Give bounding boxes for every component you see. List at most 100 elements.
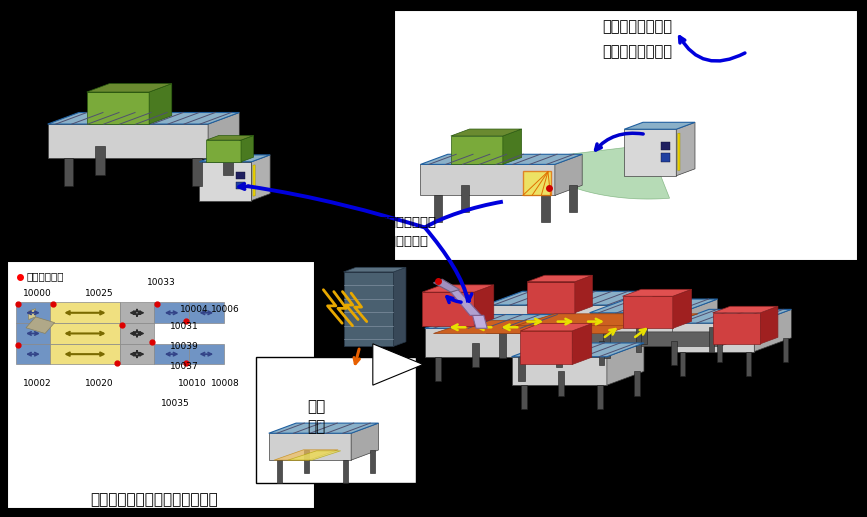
Polygon shape	[425, 314, 566, 328]
Bar	[120, 344, 154, 364]
Bar	[154, 344, 189, 364]
Polygon shape	[343, 272, 394, 346]
Polygon shape	[529, 314, 566, 357]
Bar	[189, 344, 224, 364]
Polygon shape	[420, 164, 555, 195]
Polygon shape	[199, 162, 251, 201]
Polygon shape	[575, 275, 592, 313]
Polygon shape	[635, 371, 640, 396]
Polygon shape	[236, 182, 245, 189]
Polygon shape	[236, 172, 245, 179]
Polygon shape	[503, 129, 522, 164]
Polygon shape	[63, 158, 74, 186]
Polygon shape	[521, 385, 527, 409]
Text: 相互: 相互	[307, 399, 326, 415]
Polygon shape	[253, 165, 255, 196]
Polygon shape	[343, 267, 406, 272]
Polygon shape	[149, 84, 172, 124]
Bar	[50, 302, 120, 323]
Polygon shape	[598, 341, 604, 366]
Polygon shape	[590, 313, 681, 341]
Polygon shape	[277, 460, 282, 483]
Polygon shape	[527, 275, 592, 282]
Polygon shape	[434, 279, 460, 292]
Polygon shape	[713, 306, 778, 313]
Text: 10020: 10020	[85, 379, 114, 388]
Text: 10006: 10006	[211, 305, 239, 314]
Text: 停止位置決定: 停止位置決定	[380, 235, 428, 248]
Text: 設置誤差が生じた: 設置誤差が生じた	[603, 19, 672, 35]
Polygon shape	[672, 309, 792, 323]
Polygon shape	[199, 155, 271, 162]
Polygon shape	[422, 285, 493, 292]
Polygon shape	[208, 113, 239, 158]
Polygon shape	[661, 154, 670, 162]
Text: 10008: 10008	[211, 379, 239, 388]
Polygon shape	[572, 324, 591, 364]
Polygon shape	[394, 267, 406, 346]
Polygon shape	[87, 84, 172, 92]
Polygon shape	[673, 290, 692, 328]
Polygon shape	[269, 433, 351, 460]
Polygon shape	[717, 338, 722, 362]
Polygon shape	[523, 171, 551, 195]
Polygon shape	[640, 320, 648, 344]
Polygon shape	[451, 129, 522, 136]
Polygon shape	[420, 154, 583, 164]
Polygon shape	[425, 328, 529, 357]
Polygon shape	[251, 155, 271, 201]
Polygon shape	[422, 292, 474, 326]
Bar	[394, 10, 858, 261]
Text: 搬送ライン・モデルの自動構築: 搬送ライン・モデルの自動構築	[90, 492, 218, 508]
Polygon shape	[192, 158, 202, 186]
Polygon shape	[512, 343, 644, 357]
Polygon shape	[304, 450, 310, 473]
Bar	[50, 323, 120, 344]
Polygon shape	[206, 140, 241, 162]
Polygon shape	[678, 133, 680, 171]
Polygon shape	[288, 451, 341, 460]
Text: 物流ラインの発見: 物流ラインの発見	[603, 44, 672, 59]
Polygon shape	[373, 344, 423, 385]
Bar	[7, 261, 315, 509]
Polygon shape	[616, 291, 653, 333]
Polygon shape	[541, 195, 550, 222]
Polygon shape	[527, 282, 575, 313]
Polygon shape	[671, 341, 677, 366]
Polygon shape	[555, 154, 583, 195]
Polygon shape	[783, 338, 788, 362]
Text: 10002: 10002	[23, 379, 51, 388]
Polygon shape	[48, 113, 239, 124]
Polygon shape	[269, 423, 378, 433]
Polygon shape	[370, 450, 375, 473]
Text: 10025: 10025	[85, 289, 114, 298]
Polygon shape	[95, 146, 105, 175]
Polygon shape	[624, 123, 695, 129]
Polygon shape	[558, 371, 564, 396]
Bar	[16, 323, 50, 344]
Text: 10031: 10031	[170, 322, 199, 331]
Polygon shape	[672, 323, 754, 352]
Polygon shape	[474, 285, 493, 326]
Bar	[50, 344, 120, 364]
Text: 10035: 10035	[161, 399, 190, 408]
Polygon shape	[223, 146, 233, 175]
Polygon shape	[486, 305, 616, 333]
Polygon shape	[623, 296, 673, 328]
Polygon shape	[623, 290, 692, 296]
Text: 10039: 10039	[170, 342, 199, 351]
Polygon shape	[569, 185, 577, 211]
Polygon shape	[590, 299, 718, 313]
Polygon shape	[676, 123, 695, 176]
Polygon shape	[661, 142, 670, 150]
Polygon shape	[48, 124, 208, 158]
Bar	[154, 302, 189, 323]
Polygon shape	[87, 92, 149, 124]
Polygon shape	[520, 324, 591, 331]
Polygon shape	[531, 145, 669, 199]
Polygon shape	[680, 352, 685, 376]
Polygon shape	[556, 343, 562, 367]
Text: 受け渡し位置把握: 受け渡し位置把握	[372, 216, 436, 229]
Text: コンベア向き: コンベア向き	[27, 271, 64, 282]
Polygon shape	[520, 331, 572, 364]
